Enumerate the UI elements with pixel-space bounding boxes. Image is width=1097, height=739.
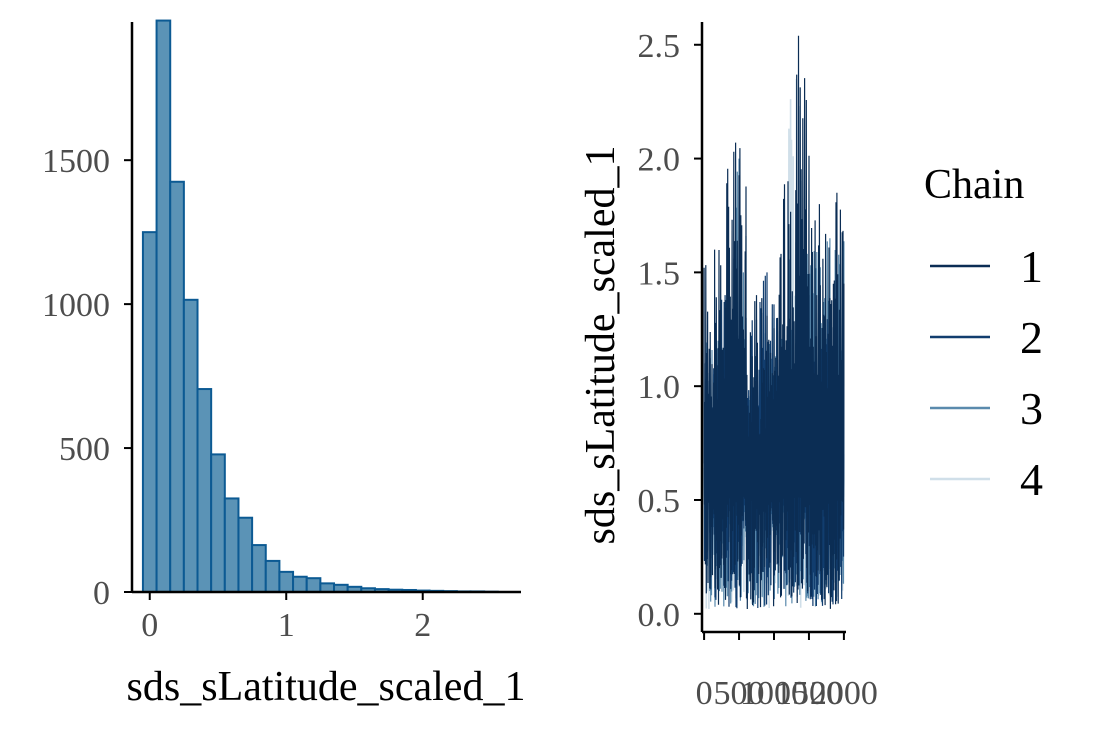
trace-y-tick-label: 1.0 bbox=[638, 369, 681, 406]
histogram-bar bbox=[307, 578, 321, 592]
chain-legend: Chain 1 2 3 4 bbox=[924, 162, 1043, 505]
histogram-bar bbox=[198, 389, 212, 592]
trace-y-tick-label: 0.5 bbox=[638, 483, 681, 520]
histogram-bar bbox=[157, 21, 171, 592]
histogram-x-ticks: 0 1 2 bbox=[141, 592, 431, 644]
trace-y-tick-label: 2.5 bbox=[638, 28, 681, 65]
histogram-bar bbox=[170, 182, 184, 592]
histogram-y-tick-label: 500 bbox=[59, 431, 110, 468]
histogram-bar bbox=[266, 561, 280, 592]
legend-label-chain-3: 3 bbox=[1020, 383, 1043, 434]
histogram-x-tick-label: 2 bbox=[414, 607, 431, 644]
trace-y-tick-label: 1.5 bbox=[638, 255, 681, 292]
histogram-y-ticks: 0 500 1000 1500 bbox=[42, 143, 132, 612]
histogram-x-tick-label: 1 bbox=[278, 607, 295, 644]
histogram-y-tick-label: 1500 bbox=[42, 143, 110, 180]
legend-items: 1 2 3 4 bbox=[930, 241, 1043, 505]
histogram-bar bbox=[238, 518, 252, 592]
histogram-bar bbox=[143, 232, 157, 592]
trace-y-ticks: 0.0 0.5 1.0 1.5 2.0 2.5 bbox=[638, 28, 703, 634]
trace-y-tick-label: 2.0 bbox=[638, 142, 681, 179]
histogram-x-tick-label: 0 bbox=[141, 607, 158, 644]
legend-title: Chain bbox=[924, 162, 1024, 208]
histogram-x-axis-title: sds_sLatitude_scaled_1 bbox=[127, 664, 526, 710]
histogram-y-tick-label: 0 bbox=[93, 575, 110, 612]
legend-label-chain-4: 4 bbox=[1020, 454, 1043, 505]
histogram-bar bbox=[252, 545, 266, 592]
trace-y-axis-title: sds_sLatitude_scaled_1 bbox=[578, 146, 624, 545]
histogram-bar bbox=[184, 300, 198, 592]
histogram-bar bbox=[279, 572, 293, 592]
trace-lines bbox=[704, 36, 844, 609]
trace-x-tick-label: 2000 bbox=[810, 675, 878, 712]
trace-x-tick-label: 0 bbox=[696, 675, 713, 712]
histogram-bar bbox=[293, 577, 307, 592]
legend-label-chain-1: 1 bbox=[1020, 241, 1043, 292]
histogram-bars bbox=[143, 21, 498, 592]
legend-label-chain-2: 2 bbox=[1020, 312, 1043, 363]
histogram-bar bbox=[225, 498, 239, 592]
histogram-bar bbox=[320, 583, 334, 592]
histogram-y-tick-label: 1000 bbox=[42, 287, 110, 324]
histogram-panel: 0 500 1000 1500 0 1 2 sds_sLatitude_scaled_1 bbox=[42, 21, 525, 710]
histogram-bar bbox=[211, 454, 225, 592]
trace-y-tick-label: 0.0 bbox=[638, 597, 681, 634]
